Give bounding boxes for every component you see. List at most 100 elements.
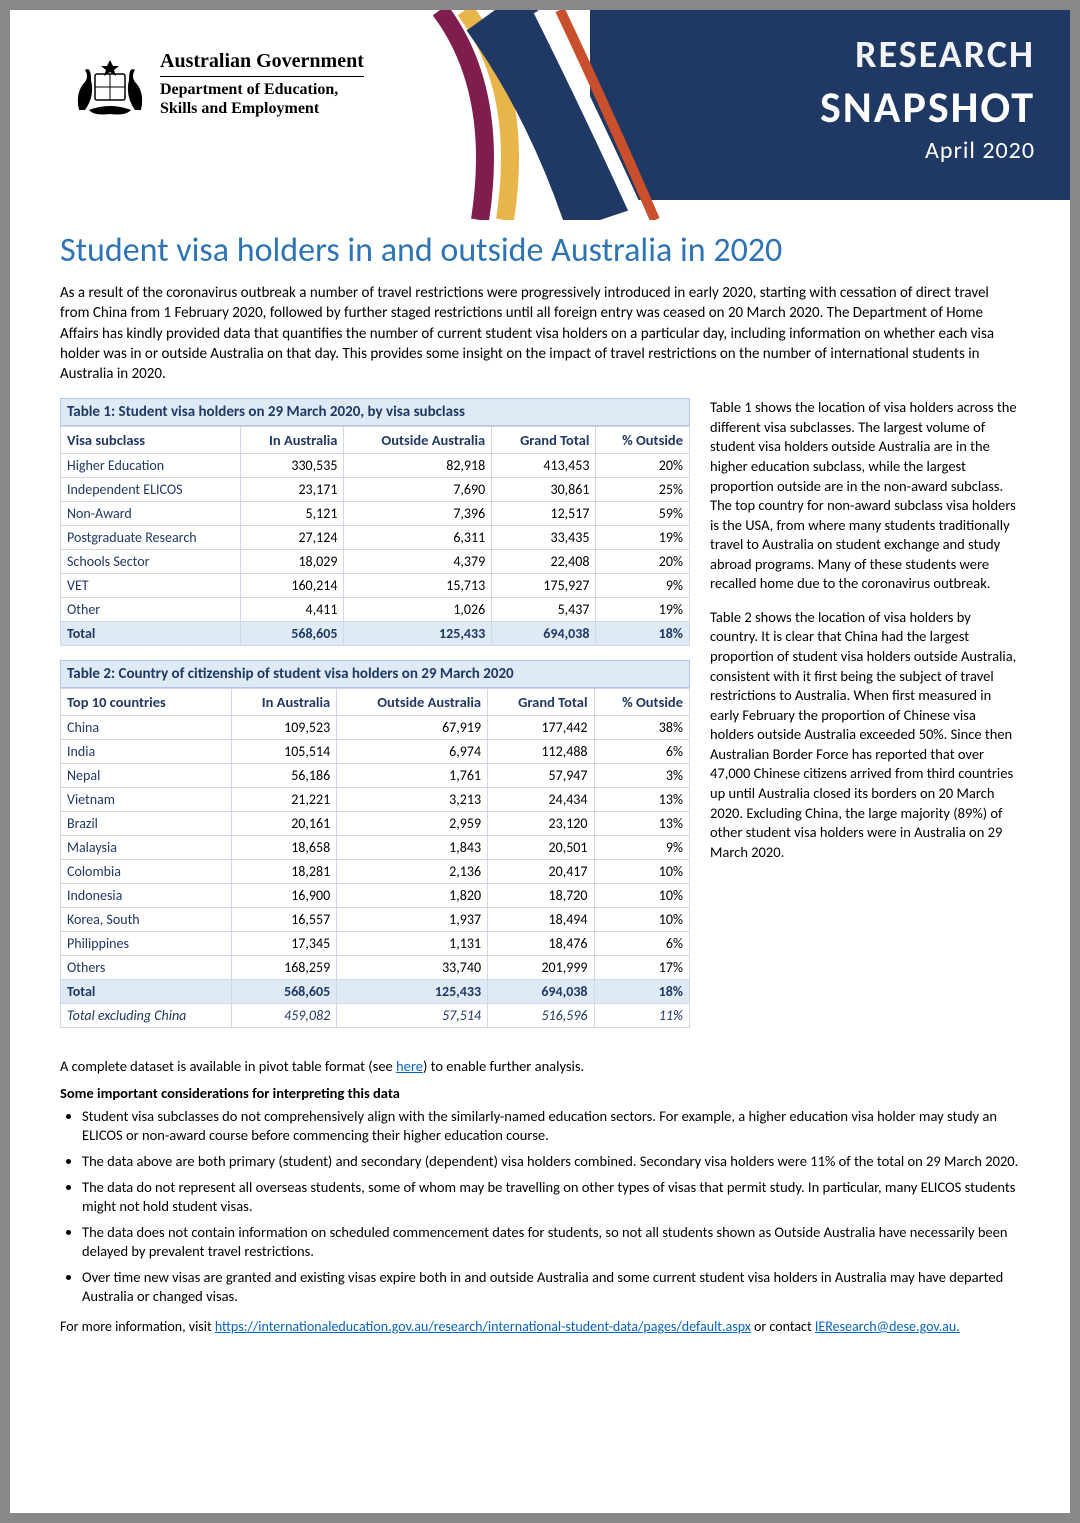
page-title: Student visa holders in and outside Aust… bbox=[60, 230, 1020, 271]
table-cell: 2,136 bbox=[337, 860, 488, 884]
table-cell: Nepal bbox=[61, 764, 232, 788]
table-cell: 59% bbox=[596, 502, 690, 526]
table-cell: 516,596 bbox=[488, 1004, 594, 1028]
table-header-cell: Outside Australia bbox=[337, 689, 488, 716]
table-cell: 33,435 bbox=[492, 526, 596, 550]
table-row: Brazil20,1612,95923,12013% bbox=[61, 812, 690, 836]
table-cell: 18,494 bbox=[488, 908, 594, 932]
table-row: Others168,25933,740201,99917% bbox=[61, 956, 690, 980]
table-cell: 18,476 bbox=[488, 932, 594, 956]
table-cell: 9% bbox=[594, 836, 689, 860]
side-para-1: Table 1 shows the location of visa holde… bbox=[710, 398, 1020, 594]
table-cell: 20% bbox=[596, 454, 690, 478]
table-cell: 82,918 bbox=[344, 454, 492, 478]
table-cell: 17,345 bbox=[232, 932, 337, 956]
table-cell: 2,959 bbox=[337, 812, 488, 836]
table-cell: 568,605 bbox=[241, 622, 344, 646]
table-1: Table 1: Student visa holders on 29 Marc… bbox=[60, 398, 690, 646]
table-cell: Total bbox=[61, 980, 232, 1004]
table-cell: 177,442 bbox=[488, 716, 594, 740]
table-cell: China bbox=[61, 716, 232, 740]
table-cell: 125,433 bbox=[337, 980, 488, 1004]
table-cell: 23,120 bbox=[488, 812, 594, 836]
table-cell: Colombia bbox=[61, 860, 232, 884]
table-cell: 18% bbox=[596, 622, 690, 646]
table-cell: 16,900 bbox=[232, 884, 337, 908]
table-cell: Total excluding China bbox=[61, 1004, 232, 1028]
table-row: Total excluding China459,08257,514516,59… bbox=[61, 1004, 690, 1028]
table-cell: 1,843 bbox=[337, 836, 488, 860]
table-row: Independent ELICOS23,1717,69030,86125% bbox=[61, 478, 690, 502]
table-cell: Postgraduate Research bbox=[61, 526, 241, 550]
table-cell: 19% bbox=[596, 526, 690, 550]
table-header-cell: In Australia bbox=[232, 689, 337, 716]
table-cell: 20,501 bbox=[488, 836, 594, 860]
list-item: Over time new visas are granted and exis… bbox=[82, 1268, 1020, 1307]
table-cell: 25% bbox=[596, 478, 690, 502]
table-2-caption: Table 2: Country of citizenship of stude… bbox=[60, 660, 690, 688]
table-cell: 27,124 bbox=[241, 526, 344, 550]
table-header-cell: Grand Total bbox=[492, 427, 596, 454]
table-cell: Schools Sector bbox=[61, 550, 241, 574]
table-cell: 105,514 bbox=[232, 740, 337, 764]
considerations-heading: Some important considerations for interp… bbox=[60, 1083, 1020, 1103]
header-band: RESEARCH SNAPSHOT April 2020 bbox=[10, 10, 1070, 200]
table-cell: 21,221 bbox=[232, 788, 337, 812]
dept-line1: Department of Education, bbox=[160, 80, 364, 99]
dept-line2: Skills and Employment bbox=[160, 99, 364, 118]
ribbon-graphic bbox=[410, 10, 660, 200]
table-cell: 3% bbox=[594, 764, 689, 788]
table-cell: 4,379 bbox=[344, 550, 492, 574]
side-para-2: Table 2 shows the location of visa holde… bbox=[710, 608, 1020, 862]
footer-mid: or contact bbox=[751, 1318, 815, 1335]
table-header-cell: % Outside bbox=[596, 427, 690, 454]
table-cell: 6% bbox=[594, 740, 689, 764]
table-cell: 4,411 bbox=[241, 598, 344, 622]
table-2: Table 2: Country of citizenship of stude… bbox=[60, 660, 690, 1028]
table-cell: Brazil bbox=[61, 812, 232, 836]
table-cell: 57,514 bbox=[337, 1004, 488, 1028]
list-item: The data does not contain information on… bbox=[82, 1223, 1020, 1262]
table-cell: 10% bbox=[594, 884, 689, 908]
table-row: VET160,21415,713175,9279% bbox=[61, 574, 690, 598]
table-cell: 13% bbox=[594, 788, 689, 812]
table-row: Indonesia16,9001,82018,72010% bbox=[61, 884, 690, 908]
table-cell: 175,927 bbox=[492, 574, 596, 598]
table-cell: 20,161 bbox=[232, 812, 337, 836]
table-cell: Vietnam bbox=[61, 788, 232, 812]
table-cell: 56,186 bbox=[232, 764, 337, 788]
table-cell: 459,082 bbox=[232, 1004, 337, 1028]
table-cell: 18,029 bbox=[241, 550, 344, 574]
table-cell: 201,999 bbox=[488, 956, 594, 980]
table-cell: Others bbox=[61, 956, 232, 980]
table-cell: 112,488 bbox=[488, 740, 594, 764]
table-header-cell: Outside Australia bbox=[344, 427, 492, 454]
table-header-cell: Grand Total bbox=[488, 689, 594, 716]
table-cell: 694,038 bbox=[488, 980, 594, 1004]
footer-email[interactable]: IEResearch@dese.gov.au. bbox=[815, 1318, 960, 1335]
table-row: Malaysia18,6581,84320,5019% bbox=[61, 836, 690, 860]
table-cell: 11% bbox=[594, 1004, 689, 1028]
list-item: Student visa subclasses do not comprehen… bbox=[82, 1107, 1020, 1146]
footer-note: For more information, visit https://inte… bbox=[60, 1317, 1020, 1337]
table-cell: 1,761 bbox=[337, 764, 488, 788]
table-cell: 30,861 bbox=[492, 478, 596, 502]
table-cell: Total bbox=[61, 622, 241, 646]
table-cell: Malaysia bbox=[61, 836, 232, 860]
table-cell: 33,740 bbox=[337, 956, 488, 980]
table-row: China109,52367,919177,44238% bbox=[61, 716, 690, 740]
table-cell: 18,720 bbox=[488, 884, 594, 908]
table-row: Higher Education330,53582,918413,45320% bbox=[61, 454, 690, 478]
table-cell: 23,171 bbox=[241, 478, 344, 502]
table-row: Total568,605125,433694,03818% bbox=[61, 980, 690, 1004]
table-cell: 109,523 bbox=[232, 716, 337, 740]
dataset-link[interactable]: here bbox=[396, 1057, 423, 1075]
footer-link[interactable]: https://internationaleducation.gov.au/re… bbox=[215, 1318, 751, 1335]
table-cell: 6% bbox=[594, 932, 689, 956]
table-header-cell: % Outside bbox=[594, 689, 689, 716]
table-row: Total568,605125,433694,03818% bbox=[61, 622, 690, 646]
table-cell: 17% bbox=[594, 956, 689, 980]
table-cell: 24,434 bbox=[488, 788, 594, 812]
table-row: India105,5146,974112,4886% bbox=[61, 740, 690, 764]
table-row: Vietnam21,2213,21324,43413% bbox=[61, 788, 690, 812]
